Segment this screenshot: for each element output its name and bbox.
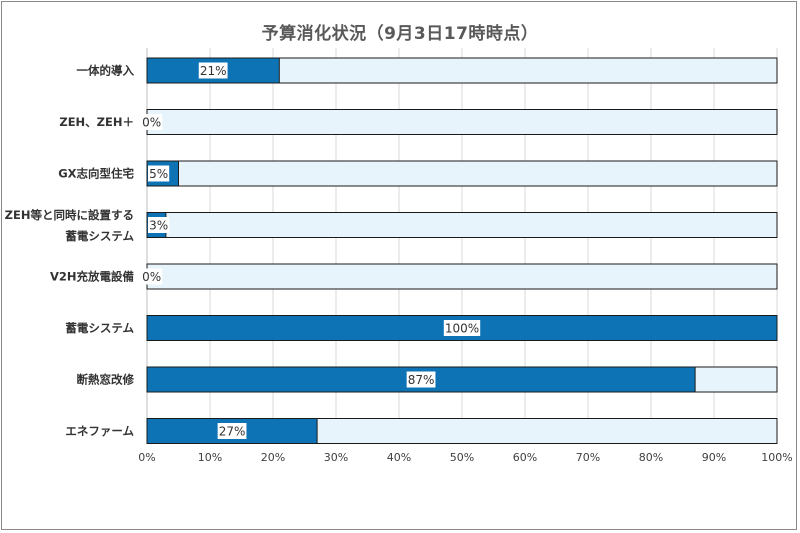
data-label: 100% [445,322,479,336]
data-label-background [217,423,247,439]
x-tick-label: 70% [576,451,600,464]
category-label: 蓄電システム [65,229,134,243]
category-label: ZEH、ZEH＋ [59,115,134,129]
x-tick-label: 60% [513,451,537,464]
data-label: 21% [200,64,227,78]
x-tick-label: 80% [639,451,663,464]
category-label: 一体的導入 [77,64,135,78]
data-label: 27% [219,425,246,439]
data-label-background [148,165,170,182]
x-tick-label: 20% [261,451,285,464]
data-label-background [406,371,436,388]
chart-title: 予算消化状況（9月3日17時時点） [261,24,539,44]
category-label: GX志向型住宅 [58,167,134,181]
category-label: エネファーム [65,424,134,438]
x-tick-label: 90% [702,451,726,464]
data-label: 0% [142,116,161,130]
bar-track [146,263,778,290]
data-label: 3% [149,219,168,233]
bar-track [146,160,778,187]
data-label: 87% [408,373,435,387]
category-label: V2H充放電設備 [50,270,135,284]
x-tick-label: 100% [761,451,792,464]
data-label-background [198,62,228,79]
data-label: 5% [149,167,168,181]
x-tick-label: 0% [138,451,155,464]
data-label-background [148,217,170,233]
x-tick-label: 10% [198,451,222,464]
category-label: 断熱窓改修 [77,373,135,387]
bar-track [146,109,778,135]
data-label-background [141,114,163,130]
data-label-background [443,320,481,336]
x-tick-label: 40% [387,451,411,464]
x-tick-label: 50% [450,451,474,464]
category-label: ZEH等と同時に設置する [5,208,134,222]
x-tick-label: 30% [324,451,348,464]
data-label: 0% [142,270,161,284]
category-label: 蓄電システム [65,321,134,335]
bar-track [146,212,778,238]
data-label-background [141,268,163,285]
